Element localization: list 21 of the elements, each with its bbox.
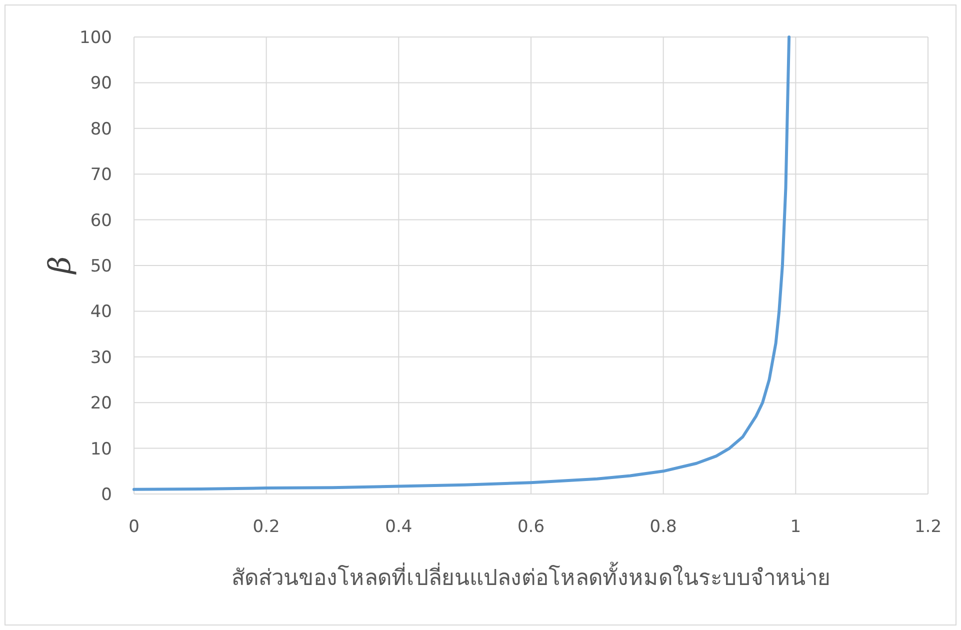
- line-series: [132, 36, 791, 491]
- x-tick-label: 1: [790, 517, 802, 537]
- y-tick-label: 70: [90, 165, 112, 186]
- y-tick-label: 90: [90, 74, 112, 94]
- y-axis-title: β: [43, 256, 78, 275]
- y-tick-label: 0: [101, 485, 112, 505]
- y-tick-label: 30: [90, 348, 112, 368]
- y-tick-label: 50: [90, 256, 112, 276]
- y-tick-label: 100: [80, 28, 112, 48]
- x-axis-title: สัดส่วนของโหลดที่เปลี่ยนแปลงต่อโหลดทั้งหมดในระบบจำหน่าย: [232, 562, 830, 591]
- y-tick-label: 80: [90, 119, 112, 140]
- x-tick-label: 0.8: [650, 517, 677, 537]
- y-tick-label: 60: [90, 210, 112, 231]
- x-tick-label: 1.2: [914, 517, 942, 537]
- x-tick-label: 0.6: [517, 517, 545, 537]
- x-tick-label: 0.4: [385, 517, 412, 537]
- x-tick-label: 0.2: [252, 517, 280, 537]
- y-tick-label: 10: [90, 439, 112, 460]
- y-tick-label: 20: [90, 394, 112, 414]
- y-tick-label: 40: [90, 302, 112, 322]
- x-tick-label: 0: [128, 517, 140, 537]
